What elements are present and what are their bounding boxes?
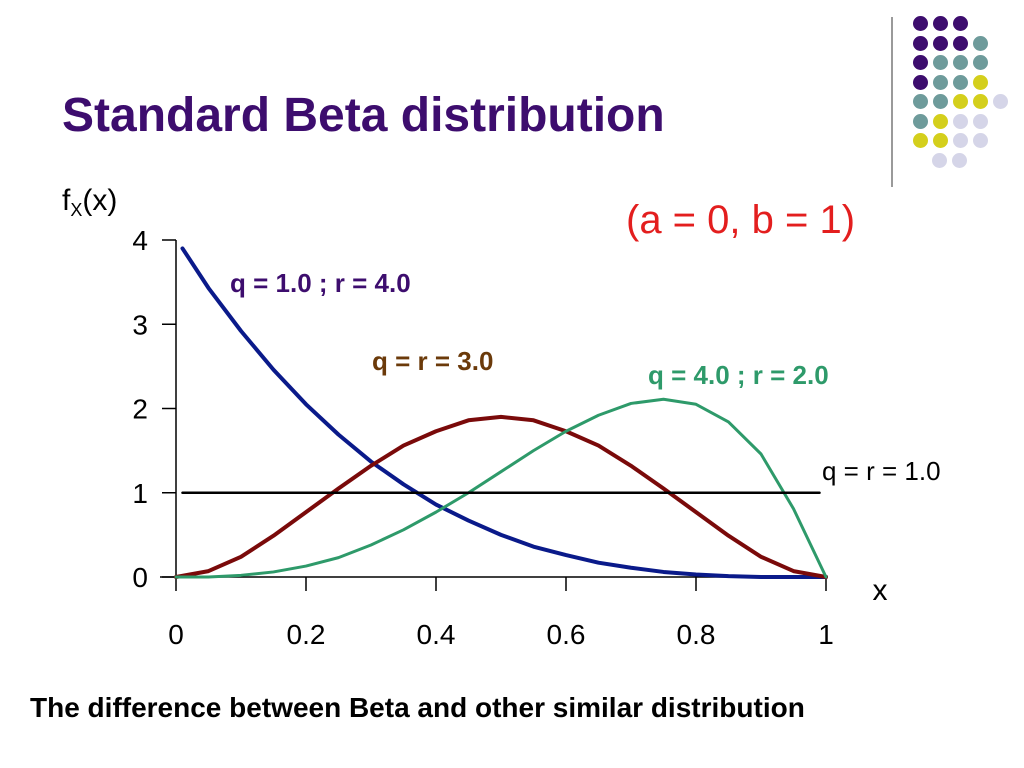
decorative-dot <box>933 16 948 31</box>
y-tick-label: 2 <box>132 394 148 425</box>
decorative-dot <box>953 94 968 109</box>
decorative-dot <box>973 35 988 51</box>
chart-subtitle: (a = 0, b = 1) <box>626 198 856 242</box>
series-label-q4-r2: q = 4.0 ; r = 2.0 <box>648 360 829 390</box>
x-tick-label: 1 <box>818 619 834 650</box>
decorative-dot <box>953 74 968 90</box>
decorative-dot <box>953 16 968 31</box>
decorative-dot <box>913 35 928 51</box>
y-axis-label-subscript: X <box>70 200 83 220</box>
decorative-dot <box>993 94 1008 109</box>
decorative-dot <box>913 133 928 148</box>
series-line-q4-r2 <box>174 397 828 579</box>
decorative-dot <box>973 133 988 148</box>
y-tick-label: 4 <box>132 225 148 256</box>
y-tick-label: 0 <box>132 562 148 593</box>
decorative-divider <box>891 17 893 187</box>
decorative-dot <box>913 113 928 129</box>
decorative-dot <box>973 94 988 109</box>
series-label-q3-r3: q = r = 3.0 <box>372 346 493 376</box>
series-line-q3-r3 <box>174 414 828 579</box>
decorative-dot <box>933 133 948 148</box>
decorative-dot <box>933 35 948 51</box>
slide-title: Standard Beta distribution <box>62 89 665 142</box>
slide-footer: The difference between Beta and other si… <box>30 692 805 723</box>
x-tick-label: 0.4 <box>417 619 456 650</box>
decorative-dot <box>952 152 967 168</box>
decorative-dot <box>973 74 988 90</box>
decorative-dot <box>933 113 948 129</box>
decorative-dot <box>953 113 968 129</box>
decorative-dot <box>933 94 948 109</box>
x-tick-label: 0.2 <box>287 619 326 650</box>
decorative-dot <box>913 16 928 31</box>
decorative-dot <box>953 133 968 148</box>
decorative-dot <box>913 55 928 70</box>
decorative-dot <box>933 74 948 90</box>
x-tick-label: 0.8 <box>677 619 716 650</box>
decorative-dot <box>913 94 928 109</box>
decorative-dot <box>953 55 968 70</box>
decorative-dot <box>953 35 968 51</box>
x-axis-label: x <box>873 574 888 607</box>
decorative-dot <box>973 55 988 70</box>
decorative-dot <box>932 152 947 168</box>
decorative-dot <box>913 74 928 90</box>
decorative-dot <box>973 113 988 129</box>
y-tick-label: 3 <box>132 309 148 340</box>
y-axis-label-main: f <box>62 184 71 217</box>
series-line-q1-r4 <box>180 246 828 579</box>
series-label-q1-r4: q = 1.0 ; r = 4.0 <box>230 268 411 298</box>
x-tick-label: 0 <box>168 619 184 650</box>
series-label-q1-r1: q = r = 1.0 <box>822 456 941 486</box>
y-axis-label: fX(x) <box>62 184 117 221</box>
y-tick-label: 1 <box>132 478 148 509</box>
x-tick-label: 0.6 <box>547 619 586 650</box>
decorative-dot <box>933 55 948 70</box>
y-axis-label-tail: (x) <box>82 184 118 217</box>
